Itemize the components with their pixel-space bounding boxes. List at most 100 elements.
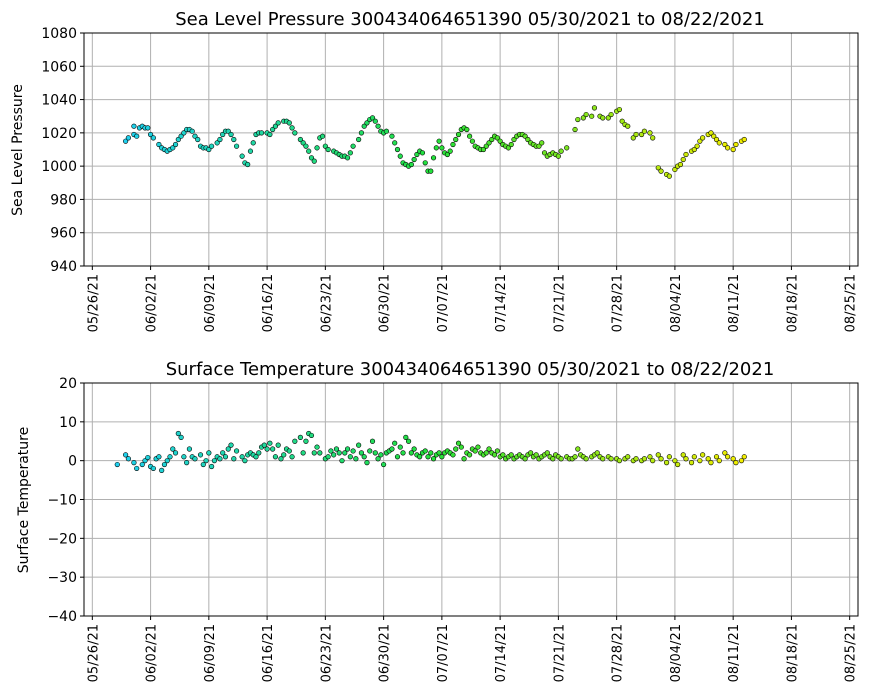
data-point (469, 138, 475, 144)
data-point (145, 454, 151, 461)
data-point (375, 456, 381, 462)
data-point (600, 456, 606, 462)
data-point (666, 173, 672, 179)
data-point (708, 130, 714, 136)
data-point (536, 143, 542, 149)
data-point (480, 146, 487, 153)
data-point (467, 133, 473, 139)
data-point (580, 115, 586, 121)
data-point (619, 118, 625, 124)
data-point (389, 446, 395, 452)
data-point (655, 165, 661, 171)
data-point (575, 446, 581, 452)
data-point (217, 136, 223, 143)
data-point (270, 446, 276, 452)
data-point (303, 143, 309, 149)
data-point (317, 450, 323, 456)
data-point (633, 456, 639, 462)
data-point (261, 442, 267, 448)
data-point (600, 115, 606, 121)
data-point (428, 168, 434, 174)
data-point (691, 146, 697, 153)
data-point (408, 161, 414, 168)
y-tick-label: 1080 (41, 26, 77, 42)
data-point (458, 444, 464, 450)
data-point (405, 438, 412, 444)
data-point (225, 446, 231, 452)
y-tick-label: −20 (47, 531, 77, 547)
data-point (195, 136, 201, 143)
data-point (123, 452, 129, 458)
data-point (358, 450, 365, 456)
data-point (594, 450, 600, 456)
data-point (344, 446, 351, 452)
x-tick-label: 07/28/21 (611, 624, 626, 682)
data-point (691, 454, 697, 460)
data-point (741, 454, 747, 460)
x-ticks: 05/26/21 06/02/21 06/09/21 06/16/21 06/23/21… (86, 616, 859, 682)
data-point (369, 115, 376, 121)
y-tick-label: 960 (50, 226, 77, 242)
x-tick-label: 08/18/21 (785, 624, 800, 682)
data-point (494, 135, 500, 141)
x-tick-label: 06/30/21 (378, 624, 393, 682)
x-tick-label: 05/26/21 (86, 624, 101, 682)
data-point (256, 450, 262, 456)
data-point (455, 131, 462, 138)
data-point (131, 460, 137, 466)
y-tick-label: 1040 (41, 93, 77, 109)
data-point (439, 145, 445, 151)
data-point (730, 456, 736, 462)
data-point (267, 440, 273, 446)
data-point (497, 138, 503, 144)
data-point (436, 138, 442, 144)
data-point (170, 446, 176, 452)
data-point (369, 438, 376, 444)
chart-title: Surface Temperature 300434064651390 05/3… (166, 359, 775, 380)
data-point (186, 446, 193, 452)
data-point (625, 123, 631, 129)
data-point (430, 155, 437, 161)
data-point (422, 448, 428, 454)
data-point (663, 460, 670, 466)
data-point (222, 454, 229, 460)
data-point (303, 438, 309, 444)
data-point (486, 446, 492, 452)
x-tick-label: 06/16/21 (261, 274, 276, 332)
data-point (197, 452, 204, 458)
data-point (555, 153, 561, 159)
data-point (608, 456, 614, 462)
data-point (533, 452, 539, 458)
data-point (697, 458, 703, 464)
data-point (206, 146, 212, 153)
data-point (267, 131, 273, 138)
data-point (253, 454, 259, 460)
data-point (491, 452, 498, 458)
data-point (159, 467, 165, 473)
data-point (688, 460, 695, 466)
x-tick-label: 07/21/21 (552, 274, 567, 332)
data-point (641, 128, 647, 134)
data-point (430, 456, 437, 462)
data-point (589, 113, 595, 119)
data-point (453, 446, 459, 452)
data-point (394, 146, 401, 153)
data-point (344, 155, 351, 161)
data-point (319, 133, 326, 139)
data-point (372, 450, 378, 456)
data-point (233, 143, 240, 149)
data-point (733, 460, 739, 466)
data-point (716, 458, 722, 464)
data-point (206, 450, 212, 456)
data-point (289, 125, 295, 131)
y-tick-label: −10 (47, 493, 77, 509)
data-point (672, 166, 678, 173)
data-point (616, 458, 623, 464)
data-point (694, 143, 700, 149)
data-point (733, 141, 739, 148)
data-point (347, 454, 353, 460)
data-point (494, 448, 500, 454)
data-point (331, 452, 337, 458)
data-point (411, 446, 417, 452)
